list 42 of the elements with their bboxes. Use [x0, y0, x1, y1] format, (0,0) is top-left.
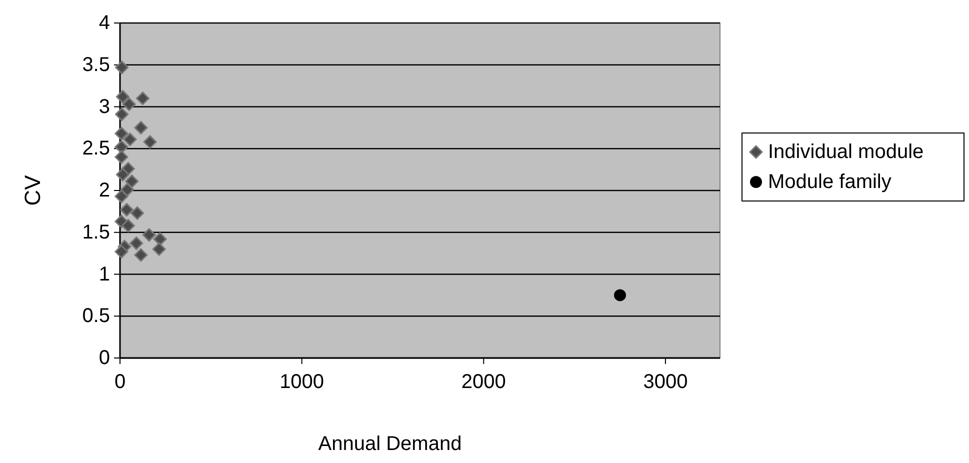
point — [130, 206, 144, 220]
point — [116, 168, 130, 182]
point — [130, 236, 144, 250]
point — [122, 97, 136, 111]
y-tick-label: 0 — [98, 347, 110, 369]
y-tick-label: 3 — [98, 96, 110, 118]
point — [115, 60, 129, 74]
y-tick-label: 0.5 — [82, 305, 110, 328]
point — [614, 289, 626, 302]
y-axis-title: CV — [20, 174, 45, 206]
point — [116, 90, 130, 104]
x-tick-label: 1000 — [280, 371, 324, 393]
x-tick-label: 2000 — [461, 371, 506, 393]
point — [120, 182, 134, 196]
y-tick-label: 2 — [98, 180, 110, 202]
point — [114, 150, 128, 164]
x-tick-label: 3000 — [643, 371, 688, 393]
y-tick-label: 1.5 — [82, 221, 110, 244]
x-tick-label: 0 — [114, 371, 126, 393]
y-tick-label: 3.5 — [82, 54, 110, 76]
point — [152, 242, 166, 256]
point — [114, 140, 128, 154]
point — [143, 135, 157, 149]
point — [153, 232, 167, 246]
x-axis-title: Annual Demand — [318, 433, 462, 455]
point — [136, 92, 150, 106]
point — [114, 190, 128, 204]
point — [114, 244, 128, 258]
y-tick-label: 1 — [98, 263, 110, 286]
legend-label: Module family — [768, 171, 892, 193]
point — [134, 120, 148, 134]
y-tick-label: 2.5 — [82, 138, 110, 160]
point — [120, 203, 134, 217]
point — [123, 132, 137, 146]
legend-label: Individual module — [768, 141, 924, 163]
y-tick-label: 4 — [98, 12, 110, 34]
point — [134, 248, 148, 262]
point — [125, 174, 139, 188]
point — [142, 228, 156, 242]
point — [114, 126, 128, 140]
point — [121, 218, 135, 232]
point — [115, 108, 129, 122]
